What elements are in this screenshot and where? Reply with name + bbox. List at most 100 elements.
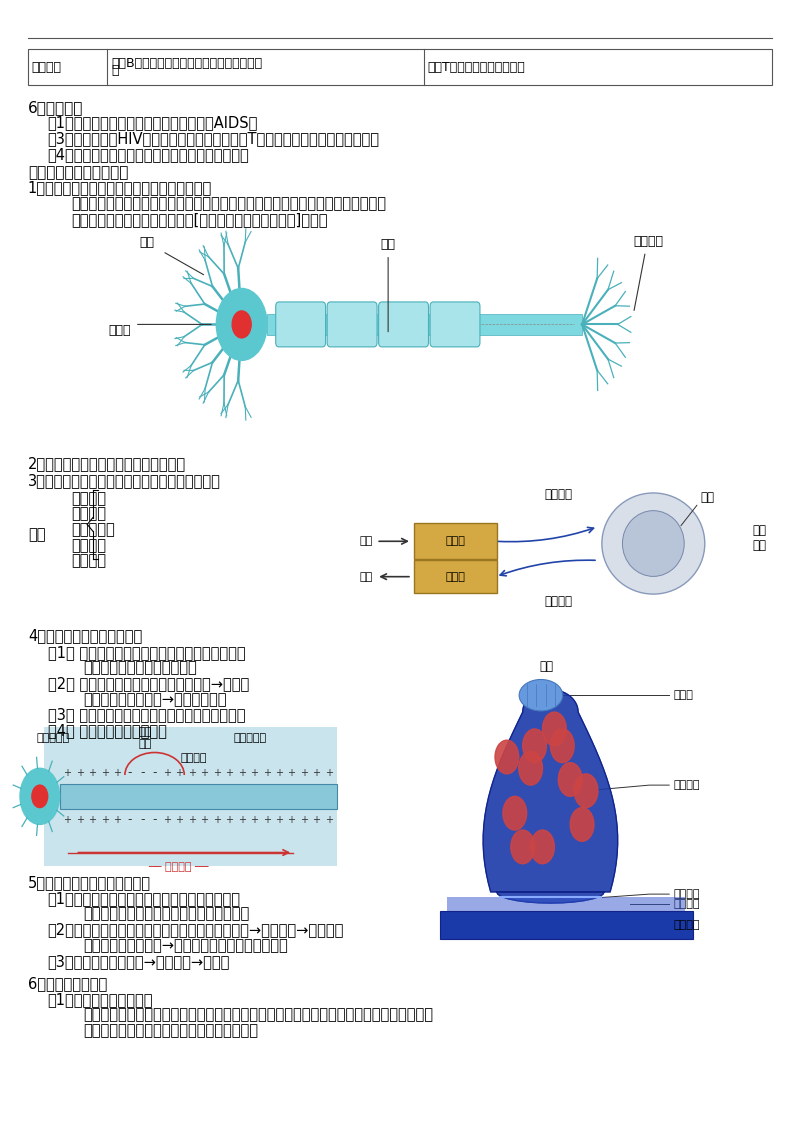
Text: +: + (312, 815, 320, 825)
Text: 4、兴奋在神经纤维上的传导: 4、兴奋在神经纤维上的传导 (28, 628, 142, 643)
Text: +: + (275, 767, 283, 778)
Text: -: - (152, 814, 157, 826)
Text: +: + (188, 815, 196, 825)
Text: 效应B细胞产生的抗体与相应的抗原特异性结: 效应B细胞产生的抗体与相应的抗原特异性结 (111, 57, 262, 70)
Circle shape (558, 763, 582, 796)
FancyBboxPatch shape (327, 302, 377, 346)
Text: 小脑：是重要的运动调节中枢，维持身体平衡: 小脑：是重要的运动调节中枢，维持身体平衡 (83, 1023, 258, 1038)
Text: 效应器: 效应器 (446, 572, 466, 582)
Text: +: + (300, 767, 308, 778)
Text: +: + (250, 767, 258, 778)
Text: +: + (325, 815, 333, 825)
Text: +: + (213, 815, 221, 825)
Text: +: + (188, 767, 196, 778)
Text: （3） 兴奋是以电信号的形式沿着神经纤维传导的: （3） 兴奋是以电信号的形式沿着神经纤维传导的 (48, 708, 246, 722)
Text: 6、艾滋病：: 6、艾滋病： (28, 100, 83, 114)
Text: 突触小泡: 突触小泡 (673, 780, 700, 790)
Text: （1）人脑的组成及功能：: （1）人脑的组成及功能： (48, 992, 154, 1006)
Text: 细胞体: 细胞体 (108, 324, 131, 336)
Text: 兴奋
部位: 兴奋 部位 (138, 727, 152, 748)
Text: （4） 兴奋的传导方向：双向: （4） 兴奋的传导方向：双向 (48, 723, 166, 738)
Circle shape (550, 729, 574, 763)
Text: +: + (287, 767, 295, 778)
Text: 神经元的功能：接受刺激产生兴奋，并传导兴奋，进而对其他组织产生调控效应。: 神经元的功能：接受刺激产生兴奋，并传导兴奋，进而对其他组织产生调控效应。 (71, 196, 386, 212)
FancyBboxPatch shape (447, 898, 685, 911)
Text: +: + (262, 767, 270, 778)
FancyBboxPatch shape (414, 523, 497, 559)
Text: +: + (287, 815, 295, 825)
Circle shape (511, 830, 534, 864)
Circle shape (574, 774, 598, 807)
Text: +: + (63, 815, 71, 825)
Text: -: - (127, 814, 132, 826)
Text: 树突: 树突 (139, 235, 154, 249)
Text: 突触间隙: 突触间隙 (673, 899, 700, 909)
Text: +: + (163, 815, 171, 825)
Text: 反应: 反应 (359, 572, 372, 582)
Text: 未兴奋部位: 未兴奋部位 (233, 732, 266, 743)
Text: 线粒体: 线粒体 (673, 691, 693, 701)
Text: +: + (88, 767, 96, 778)
Polygon shape (483, 689, 618, 903)
Circle shape (495, 740, 518, 774)
Text: +: + (262, 815, 270, 825)
Circle shape (32, 786, 48, 807)
Text: （2）兴奋的传递方向：单向的，只能是：突触前膜→突触间隙→突触后膜: （2）兴奋的传递方向：单向的，只能是：突触前膜→突触间隙→突触后膜 (48, 923, 344, 937)
Text: 合: 合 (111, 65, 118, 77)
FancyBboxPatch shape (267, 315, 582, 335)
Text: 突触前膜: 突触前膜 (673, 889, 700, 899)
Text: （3）发病机理：HIV病毒进入人体后，主要攻击T淋巴细胞，使人的免疫系统瘫痪: （3）发病机理：HIV病毒进入人体后，主要攻击T淋巴细胞，使人的免疫系统瘫痪 (48, 131, 380, 146)
Text: +: + (300, 815, 308, 825)
Text: +: + (101, 767, 109, 778)
Text: 态时，细胞膜电位为外负内正: 态时，细胞膜电位为外负内正 (83, 660, 197, 676)
Text: （1）神经元之间的兴奋传递就是通过突触实现的: （1）神经元之间的兴奋传递就是通过突触实现的 (48, 891, 241, 906)
Text: 神经中枢：: 神经中枢： (71, 522, 115, 538)
Text: （1）病的名称：获得性免疫缺陷综合症（AIDS）: （1）病的名称：获得性免疫缺陷综合症（AIDS） (48, 115, 258, 130)
Text: 传入神经: 传入神经 (544, 488, 572, 500)
Text: （1） 静息状态时，细胞膜电位外正内负，兴奋状: （1） 静息状态时，细胞膜电位外正内负，兴奋状 (48, 644, 246, 660)
Text: 突触: 突触 (701, 491, 715, 504)
FancyBboxPatch shape (59, 784, 337, 808)
Text: 6、人脑的高级功能: 6、人脑的高级功能 (28, 976, 107, 992)
Text: +: + (200, 815, 208, 825)
FancyBboxPatch shape (430, 302, 480, 346)
Text: +: + (238, 815, 246, 825)
Text: 感受器: 感受器 (446, 537, 466, 547)
Text: 神经元的结构：由细胞体、突起[树突（短）、轴突（长）]构成。: 神经元的结构：由细胞体、突起[树突（短）、轴突（长）]构成。 (71, 212, 328, 228)
Text: +: + (88, 815, 96, 825)
Text: 5、兴奋在神经元之间的传递：: 5、兴奋在神经元之间的传递： (28, 875, 151, 890)
Text: +: + (312, 767, 320, 778)
Text: +: + (76, 815, 84, 825)
Text: ── 神经冲动 ──: ── 神经冲动 ── (148, 861, 209, 872)
Text: +: + (213, 767, 221, 778)
Circle shape (542, 712, 566, 746)
Text: +: + (250, 815, 258, 825)
Ellipse shape (519, 679, 562, 711)
Text: 传出神经: 传出神经 (544, 595, 572, 608)
Ellipse shape (602, 492, 705, 594)
FancyBboxPatch shape (28, 49, 772, 85)
Ellipse shape (622, 511, 684, 576)
Text: -: - (152, 766, 157, 779)
Text: 突触：包括突触前膜、突触间隙、突触后膜: 突触：包括突触前膜、突触间隙、突触后膜 (83, 907, 250, 921)
Text: 轴突: 轴突 (381, 239, 396, 251)
Text: 局部电流: 局部电流 (181, 753, 207, 763)
Text: +: + (114, 767, 122, 778)
FancyBboxPatch shape (414, 560, 497, 593)
Text: +: + (200, 767, 208, 778)
Circle shape (518, 752, 542, 786)
Text: -: - (140, 814, 144, 826)
Text: 组成: 组成 (28, 526, 46, 542)
Text: （3）传递形式：电信号→化学信号→电信号: （3）传递形式：电信号→化学信号→电信号 (48, 953, 230, 969)
Text: 七、人体生命活动的调节: 七、人体生命活动的调节 (28, 165, 128, 180)
Text: （上个神经元的轴突→下个神经元的细胞体或树突）: （上个神经元的轴突→下个神经元的细胞体或树突） (83, 938, 288, 953)
Text: +: + (76, 767, 84, 778)
Text: 感受器：: 感受器： (71, 490, 106, 506)
Text: 刺激: 刺激 (359, 537, 372, 547)
Text: （4）传播途径：血液传播、性接触传播、母婴传播: （4）传播途径：血液传播、性接触传播、母婴传播 (48, 147, 250, 162)
FancyBboxPatch shape (276, 302, 326, 346)
Text: +: + (226, 815, 234, 825)
Text: 传入神经: 传入神经 (71, 506, 106, 522)
Text: +: + (226, 767, 234, 778)
Text: 作用方式: 作用方式 (32, 61, 62, 74)
